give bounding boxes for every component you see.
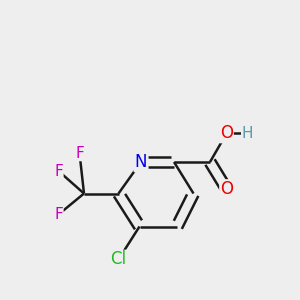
Text: O: O <box>220 180 233 198</box>
Text: H: H <box>242 126 253 141</box>
Text: Cl: Cl <box>110 250 127 268</box>
Text: N: N <box>135 153 147 171</box>
Text: F: F <box>75 146 84 160</box>
Text: F: F <box>54 207 63 222</box>
Text: O: O <box>220 124 233 142</box>
Text: F: F <box>54 164 63 178</box>
